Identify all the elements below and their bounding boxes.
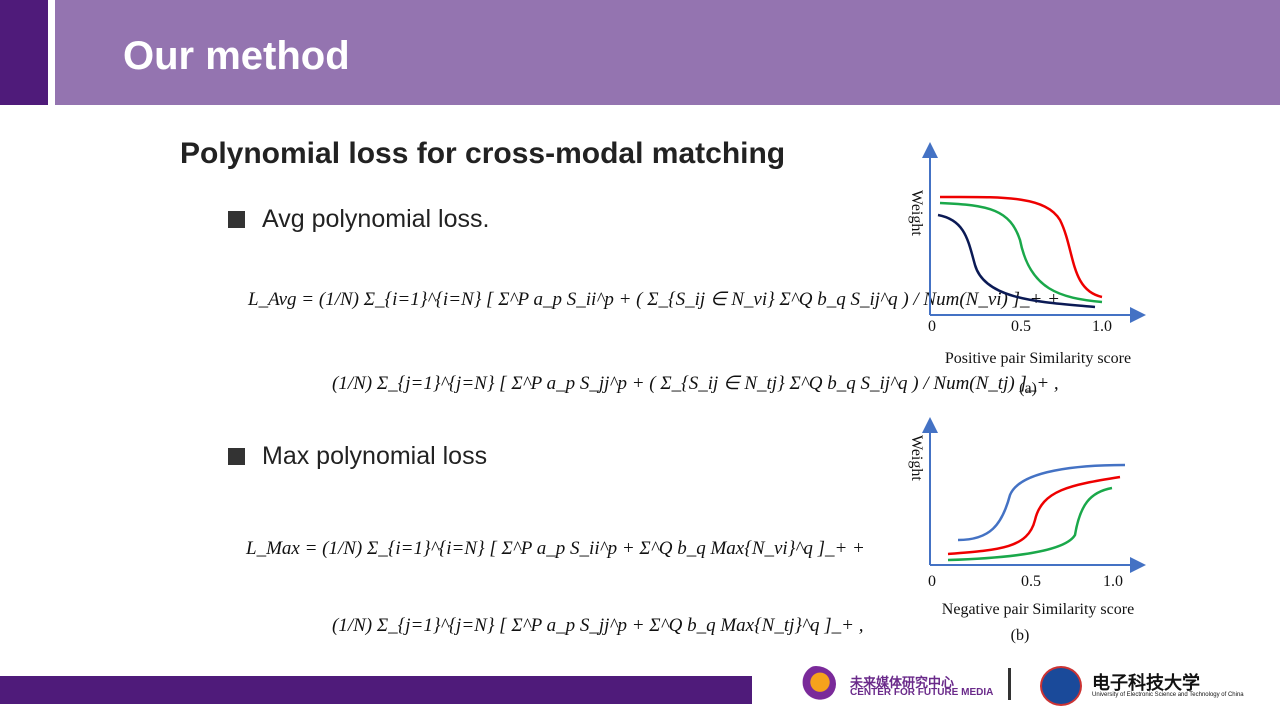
curve bbox=[937, 213, 1096, 309]
tick-label: 0.5 bbox=[1021, 573, 1041, 590]
caption: (b) bbox=[1011, 627, 1030, 644]
formula: L_Avg = (1/N) Σ_{i=1}^{i=N} [ Σ^P a_p S_… bbox=[248, 289, 1060, 310]
lab-logo bbox=[796, 666, 836, 702]
tick-label: 0 bbox=[928, 318, 936, 335]
univ-name-en: University of Electronic Science and Tec… bbox=[1092, 692, 1244, 698]
x-label: Positive pair Similarity score bbox=[945, 350, 1131, 367]
curve bbox=[947, 475, 1121, 556]
bullet: Max polynomial loss bbox=[262, 442, 488, 470]
figure-b: Weight 0 0.5 1.0 Negative pair Similarit… bbox=[908, 417, 1146, 644]
y-label: Weight bbox=[908, 190, 925, 236]
univ-logo bbox=[1040, 666, 1082, 706]
y-label: Weight bbox=[908, 435, 925, 481]
footer-bar bbox=[0, 676, 752, 704]
slide-title: Our method bbox=[123, 34, 350, 78]
caption: (a) bbox=[1019, 380, 1037, 397]
section-title: Polynomial loss for cross-modal matching bbox=[180, 137, 786, 170]
divider bbox=[1008, 668, 1011, 700]
header-bar bbox=[55, 0, 1280, 105]
x-label: Negative pair Similarity score bbox=[942, 601, 1134, 618]
tick-label: 1.0 bbox=[1103, 573, 1123, 590]
formula: (1/N) Σ_{j=1}^{j=N} [ Σ^P a_p S_jj^p + (… bbox=[332, 373, 1059, 394]
tick-label: 0.5 bbox=[1011, 318, 1031, 335]
figure-a: Weight 0 0.5 1.0 Positive pair Similarit… bbox=[908, 142, 1146, 397]
curve bbox=[939, 201, 1103, 304]
lab-name-cn: 未来媒体研究中心 bbox=[850, 675, 955, 690]
bullet: Avg polynomial loss. bbox=[262, 205, 490, 233]
curve bbox=[957, 463, 1126, 542]
figures: Weight 0 0.5 1.0 Positive pair Similarit… bbox=[908, 142, 1146, 644]
tick-label: 0 bbox=[928, 573, 936, 590]
curve bbox=[939, 195, 1103, 299]
tick-label: 1.0 bbox=[1092, 318, 1112, 335]
formula: (1/N) Σ_{j=1}^{j=N} [ Σ^P a_p S_jj^p + Σ… bbox=[332, 615, 864, 636]
curve bbox=[947, 486, 1113, 562]
header-block bbox=[0, 0, 48, 105]
bullet-icon bbox=[228, 211, 245, 228]
bullet-icon bbox=[228, 448, 245, 465]
formula: L_Max = (1/N) Σ_{i=1}^{i=N} [ Σ^P a_p S_… bbox=[246, 538, 865, 559]
univ-name-cn: 电子科技大学 bbox=[1092, 673, 1200, 694]
lab-name-en: CENTER FOR FUTURE MEDIA bbox=[850, 687, 994, 698]
